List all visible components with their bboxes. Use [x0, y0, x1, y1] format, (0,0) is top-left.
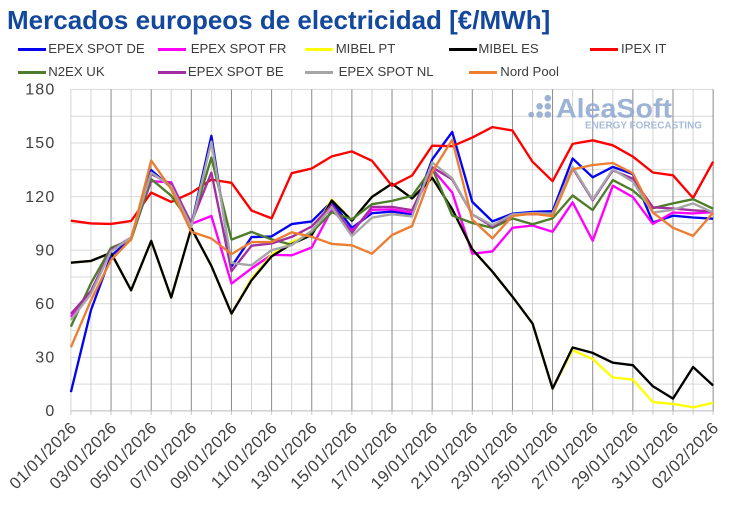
svg-text:150: 150 [25, 135, 55, 152]
svg-text:90: 90 [35, 242, 55, 259]
svg-text:ENERGY FORECASTING: ENERGY FORECASTING [585, 120, 702, 132]
svg-text:AleaSoft: AleaSoft [556, 94, 672, 124]
svg-text:60: 60 [35, 296, 55, 313]
svg-text:180: 180 [25, 82, 55, 99]
svg-text:30: 30 [35, 350, 55, 367]
svg-text:120: 120 [25, 189, 55, 206]
svg-text:0: 0 [45, 403, 55, 420]
